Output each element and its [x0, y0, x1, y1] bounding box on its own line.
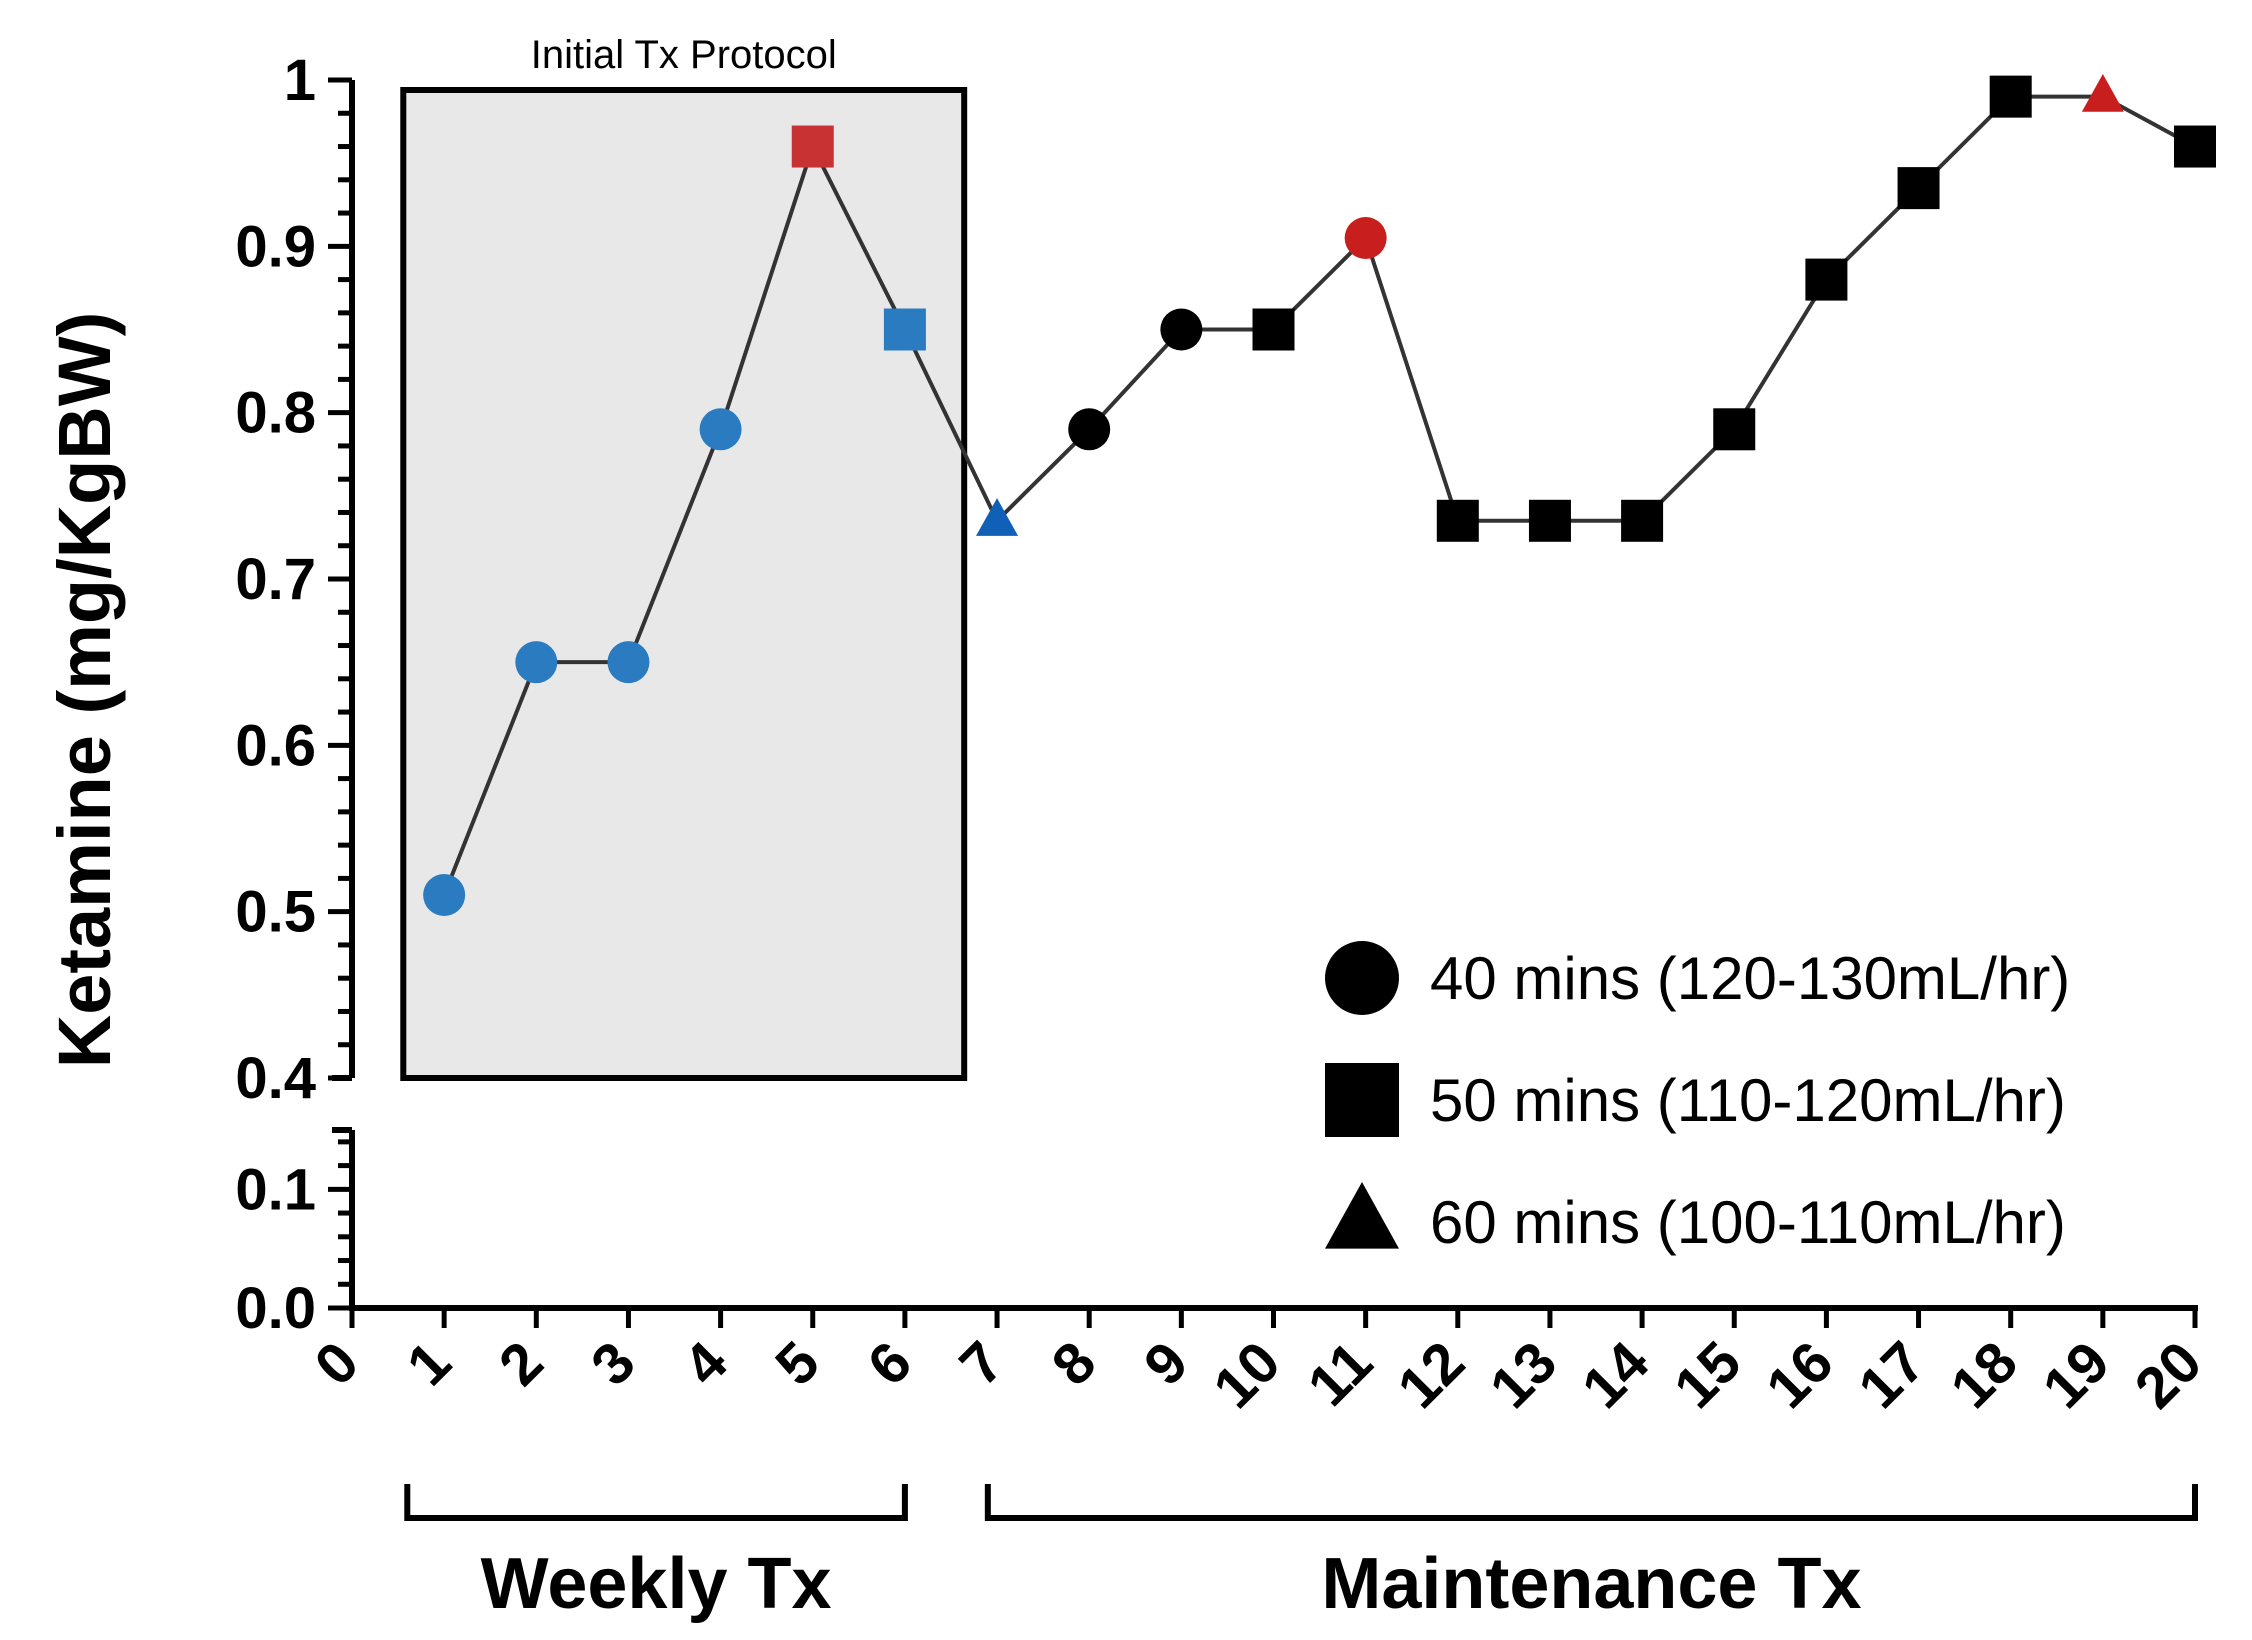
data-point-square [1897, 167, 1940, 210]
data-point-circle [423, 874, 466, 917]
data-point-square [791, 125, 834, 168]
x-tick-label: 3 [579, 1329, 648, 1398]
data-point-circle [515, 641, 558, 684]
data-point-circle [699, 408, 742, 451]
y-tick-label: 0.6 [235, 713, 316, 778]
data-point-square [2174, 125, 2216, 168]
y-tick-label: 0.8 [235, 381, 316, 446]
data-point-square [883, 308, 926, 351]
x-tick-label: 16 [1754, 1329, 1846, 1421]
x-tick-label: 18 [1938, 1329, 2030, 1421]
data-point-square [1252, 308, 1295, 351]
x-tick-label: 14 [1570, 1329, 1662, 1421]
x-tick-label: 11 [1296, 1329, 1385, 1418]
legend-label: 40 mins (120-130mL/hr) [1430, 945, 2070, 1012]
y-tick-label: 0.7 [235, 547, 316, 612]
legend-square-icon [1325, 1063, 1399, 1137]
x-tick-label: 5 [763, 1329, 832, 1398]
data-point-circle [1344, 217, 1387, 260]
x-tick-label: 15 [1662, 1329, 1754, 1421]
data-point-square [1989, 75, 2032, 118]
x-tick-label: 12 [1385, 1329, 1477, 1421]
x-tick-label: 2 [487, 1329, 556, 1398]
x-tick-label: 4 [671, 1329, 740, 1398]
group-brackets: Weekly Tx Maintenance Tx [404, 1484, 2198, 1624]
group-label: Maintenance Tx [1321, 1544, 1861, 1624]
x-tick-label: 20 [2123, 1329, 2215, 1421]
x-tick-label: 13 [1478, 1329, 1570, 1421]
group-label: Weekly Tx [481, 1544, 832, 1624]
data-point-square [1805, 258, 1848, 301]
legend-circle-icon [1325, 941, 1399, 1015]
y-tick-label: 0.9 [235, 214, 316, 279]
y-tick-label: 0.1 [235, 1157, 316, 1222]
x-tick-label: 8 [1040, 1329, 1109, 1398]
x-tick-label: 19 [2030, 1329, 2122, 1421]
y-tick-label: 0.0 [235, 1276, 316, 1341]
legend: 40 mins (120-130mL/hr) 50 mins (110-120mL… [1325, 941, 2070, 1256]
data-point-circle [1160, 308, 1203, 351]
legend-triangle-icon [1325, 1182, 1399, 1249]
data-point-square [1436, 499, 1479, 542]
x-tick-label: 6 [855, 1329, 924, 1398]
legend-label: 60 mins (100-110mL/hr) [1430, 1189, 2066, 1256]
shaded-region-layer: Initial Tx Protocol [400, 33, 968, 1081]
x-tick-label: 10 [1201, 1329, 1293, 1421]
legend-label: 50 mins (110-120mL/hr) [1430, 1067, 2066, 1134]
data-point-circle [1068, 408, 1111, 451]
initial-protocol-label: Initial Tx Protocol [531, 33, 837, 77]
y-tick-label: 0.4 [235, 1046, 316, 1111]
group-bracket [404, 1484, 908, 1521]
data-point-square [1621, 499, 1664, 542]
y-tick-label: 1 [284, 48, 316, 113]
initial-protocol-box [400, 87, 968, 1081]
data-point-triangle [976, 498, 1019, 536]
x-tick-label: 9 [1132, 1329, 1201, 1398]
group-bracket [984, 1484, 2198, 1521]
x-tick-label: 1 [395, 1329, 464, 1398]
x-tick-label: 17 [1846, 1329, 1938, 1421]
y-tick-label: 0.5 [235, 880, 316, 945]
data-point-square [1713, 408, 1756, 451]
data-point-square [1528, 499, 1571, 542]
x-tick-label: 7 [947, 1329, 1016, 1398]
data-point-circle [607, 641, 650, 684]
data-points-layer [423, 73, 2216, 917]
y-axis-title: Ketamine (mg/KgBW) [43, 312, 126, 1068]
data-point-triangle [2081, 73, 2124, 112]
